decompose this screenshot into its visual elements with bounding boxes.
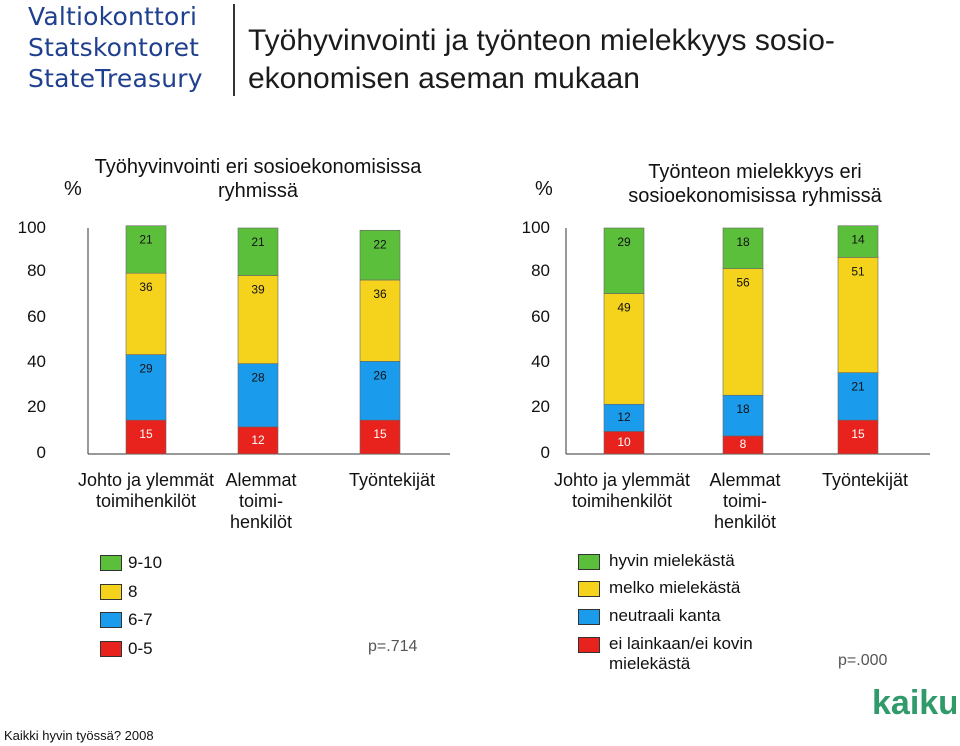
left-legend-0-5: 0-5 xyxy=(128,639,153,658)
left-bar-label-0-green: 21 xyxy=(139,233,153,247)
left-bar-label-1-yellow: 39 xyxy=(251,282,265,296)
right-ylabel: % xyxy=(535,178,553,200)
left-bar-2-red xyxy=(359,419,401,455)
left-category-0: Johto ja ylemmät toimihenkilöt xyxy=(77,470,215,511)
right-chart-bars: 10 12 49 29 8 18 56 18 15 21 51 14 xyxy=(603,225,879,455)
left-bar-2-yellow xyxy=(359,279,401,362)
logo-line-en: StateTreasury xyxy=(28,64,203,93)
right-category-1: Alemmat toimi-henkilöt xyxy=(709,470,781,532)
kaiku-wordmark: kaiku xyxy=(872,684,956,722)
right-ytick-80: 80 xyxy=(531,261,550,280)
source-note: Kaikki hyvin työssä? 2008 xyxy=(4,728,154,743)
legend-swatch-green-left xyxy=(100,555,122,571)
right-legend-neutraali: neutraali kanta xyxy=(609,606,721,625)
right-bar-label-2-yellow: 51 xyxy=(851,264,865,278)
legend-swatch-yellow-left xyxy=(100,584,122,600)
left-bar-label-2-green: 22 xyxy=(373,237,387,251)
legend-swatch-red-right xyxy=(578,637,600,653)
right-category-2: Työntekijät xyxy=(821,470,909,490)
left-legend-8: 8 xyxy=(128,582,138,601)
right-legend-ei: ei lainkaan/ei kovin mielekästä xyxy=(609,634,753,673)
right-chart-title: Työnteon mielekkyys eri sosioekonomisiss… xyxy=(628,161,882,207)
right-bar-label-1-green: 18 xyxy=(736,235,750,249)
left-bar-label-1-green: 21 xyxy=(251,235,265,249)
right-bar-1-blue xyxy=(722,394,764,437)
left-bar-label-1-blue: 28 xyxy=(251,371,265,385)
left-bar-1-green xyxy=(237,227,279,276)
right-bar-2-red xyxy=(837,419,879,455)
left-ytick-40: 40 xyxy=(27,352,46,371)
left-bar-label-1-red: 12 xyxy=(251,433,265,447)
logo-line-fi: Valtiokonttori xyxy=(28,2,198,31)
right-bar-label-1-red: 8 xyxy=(740,437,747,451)
logo-line-sv: Statskontoret xyxy=(28,33,200,62)
left-legend-6-7: 6-7 xyxy=(128,610,153,629)
legend-swatch-blue-left xyxy=(100,612,122,628)
left-bar-1-red xyxy=(237,426,279,455)
left-bar-label-0-red: 15 xyxy=(139,427,153,441)
left-bar-2-green xyxy=(359,229,401,281)
right-ytick-20: 20 xyxy=(531,397,550,416)
page-title: Työhyvinvointi ja työnteon mielekkyys so… xyxy=(248,24,835,95)
left-bar-label-0-blue: 29 xyxy=(139,362,153,376)
left-ytick-0: 0 xyxy=(36,443,46,462)
left-ytick-20: 20 xyxy=(27,397,46,416)
left-category-1: Alemmat toimi-henkilöt xyxy=(225,470,297,532)
kaiku-logo: kaiku xyxy=(872,680,959,729)
right-bar-label-2-blue: 21 xyxy=(851,380,865,394)
right-bar-0-green xyxy=(603,227,645,294)
left-bar-label-2-yellow: 36 xyxy=(373,287,387,301)
left-legend-9-10: 9-10 xyxy=(128,553,163,572)
left-chart-title: Työhyvinvointi eri sosioekonomisissa ryh… xyxy=(94,156,422,202)
legend-swatch-red-left xyxy=(100,641,122,657)
right-bar-2-blue xyxy=(837,372,879,421)
left-ytick-100: 100 xyxy=(17,218,46,237)
kaiku-logo-graphic: kaiku xyxy=(872,684,959,722)
right-bar-label-0-green: 29 xyxy=(617,235,631,249)
left-p-value: p=.714 xyxy=(368,638,418,655)
left-bar-0-blue xyxy=(125,354,167,421)
right-ytick-0: 0 xyxy=(540,443,550,462)
left-bar-label-0-yellow: 36 xyxy=(139,280,153,294)
right-legend-melko: melko mielekästä xyxy=(609,578,741,597)
left-bar-0-yellow xyxy=(125,272,167,355)
right-legend-hyvin: hyvin mielekästä xyxy=(609,551,735,570)
right-bar-2-green xyxy=(837,225,879,258)
right-bar-label-2-green: 14 xyxy=(851,233,865,247)
right-bar-2-yellow xyxy=(837,257,879,373)
header-divider xyxy=(233,4,235,96)
right-bar-1-yellow xyxy=(722,268,764,396)
left-category-2: Työntekijät xyxy=(348,470,436,490)
left-bar-0-green xyxy=(125,225,167,274)
left-ytick-60: 60 xyxy=(27,307,46,326)
left-bar-label-2-blue: 26 xyxy=(373,368,387,382)
left-bar-label-2-red: 15 xyxy=(373,427,387,441)
right-ytick-40: 40 xyxy=(531,352,550,371)
right-bar-label-0-yellow: 49 xyxy=(617,301,631,315)
left-bar-1-blue xyxy=(237,363,279,428)
left-chart-bars: 15 29 36 21 12 28 39 21 15 26 36 22 xyxy=(125,225,401,455)
right-ytick-60: 60 xyxy=(531,307,550,326)
right-ytick-100: 100 xyxy=(521,218,550,237)
left-ytick-80: 80 xyxy=(27,261,46,280)
right-category-0: Johto ja ylemmät toimihenkilöt xyxy=(553,470,691,511)
left-ylabel: % xyxy=(64,178,82,200)
right-bar-label-1-blue: 18 xyxy=(736,402,750,416)
right-bar-label-0-blue: 12 xyxy=(617,410,631,424)
right-bar-label-1-yellow: 56 xyxy=(736,276,750,290)
right-p-value: p=.000 xyxy=(838,652,888,669)
legend-swatch-blue-right xyxy=(578,609,600,625)
right-bar-label-2-red: 15 xyxy=(851,427,865,441)
right-bar-label-0-red: 10 xyxy=(617,435,631,449)
left-bar-1-yellow xyxy=(237,275,279,364)
right-bar-0-yellow xyxy=(603,293,645,405)
right-bar-0-blue xyxy=(603,403,645,432)
legend-swatch-yellow-right xyxy=(578,581,600,597)
legend-swatch-green-right xyxy=(578,554,600,570)
left-bar-2-blue xyxy=(359,361,401,421)
right-bar-1-green xyxy=(722,227,764,269)
